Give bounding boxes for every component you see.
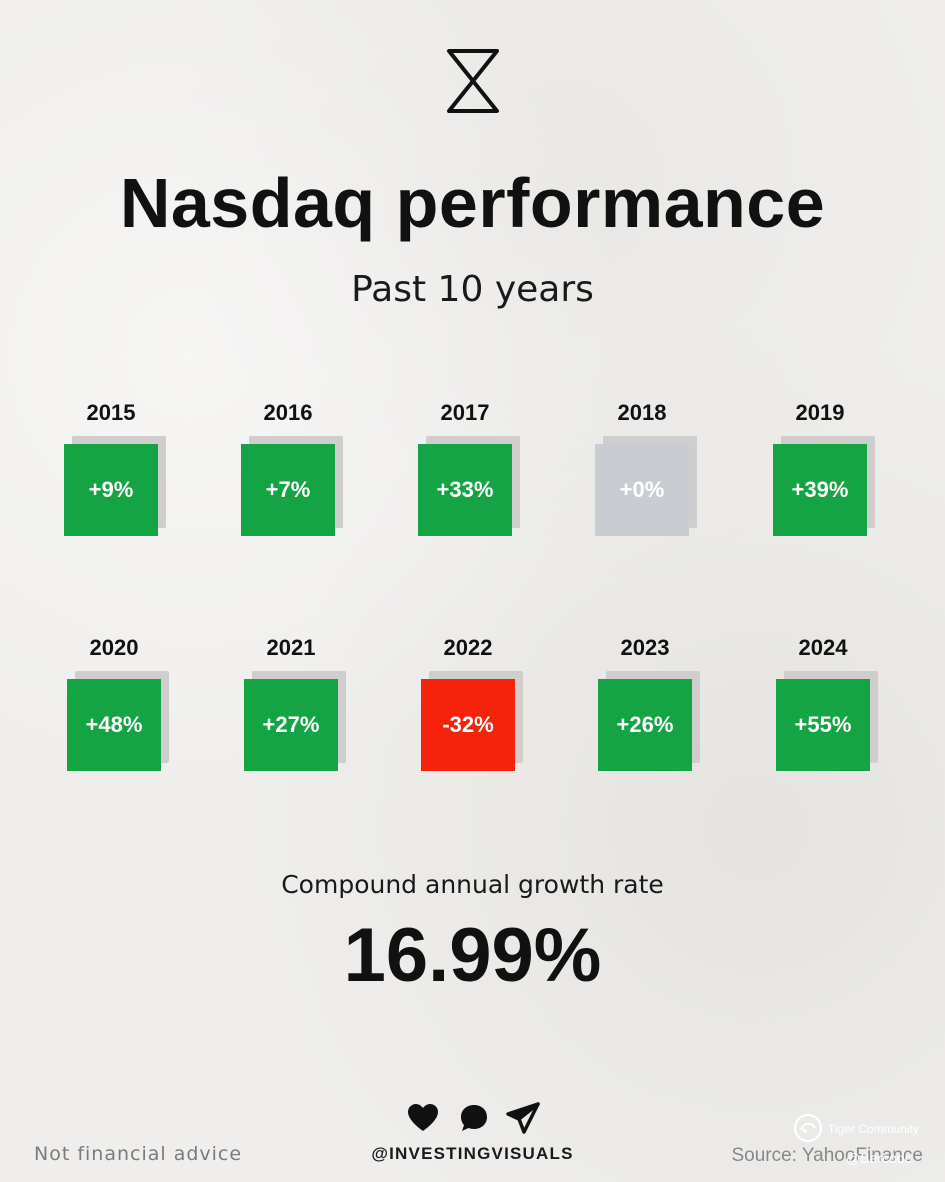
change-box-neutral: +0% [595, 444, 689, 536]
year-tile: 2021 +27% [244, 637, 350, 779]
comment-icon[interactable] [458, 1102, 490, 1134]
change-box-positive: +26% [598, 679, 692, 771]
year-tile: 2024 +55% [776, 637, 882, 779]
change-box-positive: +33% [418, 444, 512, 536]
year-label: 2016 [263, 400, 313, 425]
disclaimer-text: Not financial advice [34, 1143, 243, 1165]
change-box-wrap: +26% [598, 671, 702, 779]
change-box-positive: +27% [244, 679, 338, 771]
change-box-wrap: +7% [241, 436, 345, 544]
year-tile: 2023 +26% [598, 637, 704, 779]
year-tile: 2019 +39% [773, 402, 879, 544]
send-icon[interactable] [506, 1102, 540, 1134]
change-box-positive: +7% [241, 444, 335, 536]
hourglass-logo-icon [447, 49, 499, 113]
change-box-positive: +55% [776, 679, 870, 771]
watermark: Tiger Community @Barcode [792, 1112, 932, 1172]
year-label: 2019 [795, 400, 845, 425]
social-icons [406, 1102, 546, 1136]
change-box-wrap: +9% [64, 436, 168, 544]
change-box-wrap: +0% [595, 436, 699, 544]
year-tile: 2016 +7% [241, 402, 347, 544]
watermark-handle: @Barcode [846, 1150, 913, 1166]
change-box-positive: +48% [67, 679, 161, 771]
year-label: 2017 [440, 400, 490, 425]
change-box-wrap: +27% [244, 671, 348, 779]
change-box-wrap: +55% [776, 671, 880, 779]
year-label: 2020 [89, 635, 139, 660]
page-subtitle: Past 10 years [351, 269, 594, 310]
year-tile: 2018 +0% [595, 402, 701, 544]
change-box-positive: +39% [773, 444, 867, 536]
change-box-positive: +9% [64, 444, 158, 536]
author-handle[interactable]: @INVESTINGVISUALS [371, 1144, 574, 1163]
year-label: 2021 [266, 635, 316, 660]
year-label: 2023 [620, 635, 670, 660]
year-tile: 2020 +48% [67, 637, 173, 779]
year-tile: 2017 +33% [418, 402, 524, 544]
year-tile: 2015 +9% [64, 402, 170, 544]
source-text: Source: YahooFinance [731, 1145, 923, 1166]
tiger-community-logo-icon [794, 1114, 822, 1142]
year-label: 2015 [86, 400, 136, 425]
cagr-label: Compound annual growth rate [281, 870, 664, 899]
year-label: 2024 [798, 635, 848, 660]
page-title: Nasdaq performance [119, 164, 826, 242]
change-box-wrap: +39% [773, 436, 877, 544]
year-label: 2018 [617, 400, 667, 425]
heart-icon[interactable] [406, 1102, 440, 1132]
change-box-wrap: +48% [67, 671, 171, 779]
change-box-wrap: +33% [418, 436, 522, 544]
watermark-community: Tiger Community [828, 1122, 919, 1136]
year-tile: 2022 -32% [421, 637, 527, 779]
change-box-negative: -32% [421, 679, 515, 771]
change-box-wrap: -32% [421, 671, 525, 779]
cagr-value: 16.99% [343, 913, 602, 998]
year-label: 2022 [443, 635, 493, 660]
